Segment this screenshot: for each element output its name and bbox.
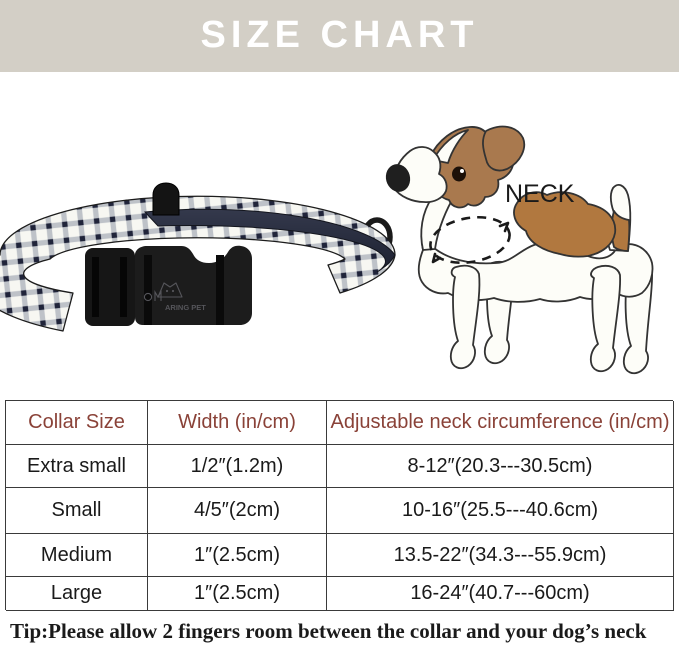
svg-text:NECK: NECK	[505, 180, 575, 208]
